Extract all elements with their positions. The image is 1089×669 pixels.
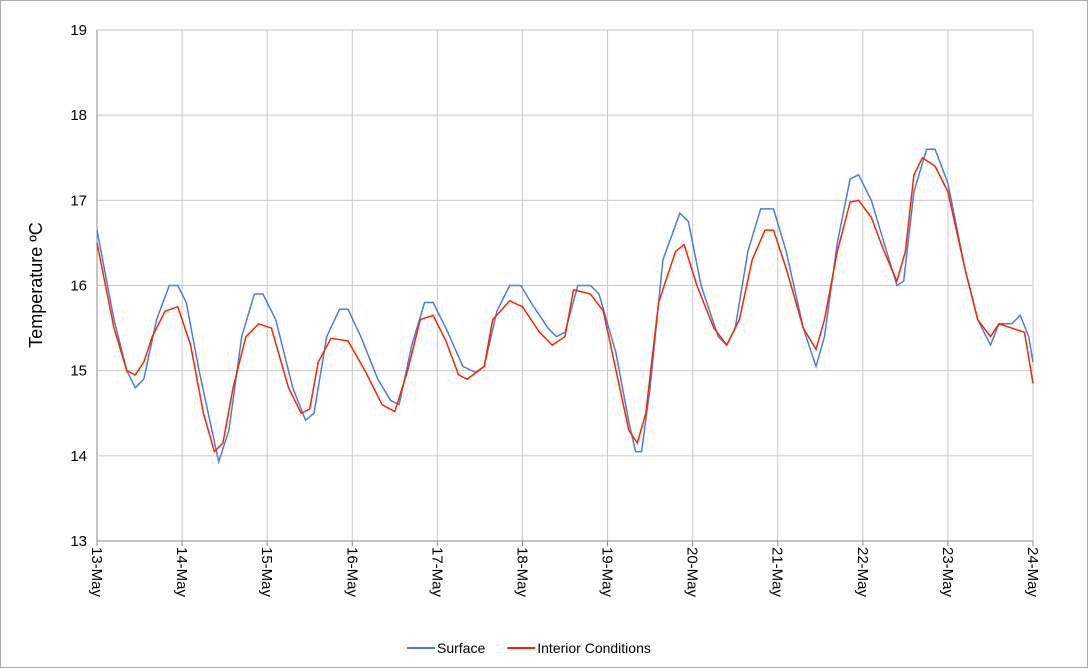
series-line bbox=[96, 156, 1034, 454]
y-tick-label: 19 bbox=[70, 22, 87, 39]
x-tick-label: 18-May bbox=[513, 547, 530, 598]
x-tick-label: 23-May bbox=[939, 547, 956, 598]
x-tick-label: 20-May bbox=[684, 547, 701, 598]
x-tick-label: 16-May bbox=[343, 547, 360, 598]
y-tick-label: 18 bbox=[70, 107, 87, 124]
y-tick-label: 15 bbox=[70, 363, 87, 380]
y-axis-label: Temperature ºC bbox=[26, 222, 46, 348]
x-tick-label: 14-May bbox=[173, 547, 190, 598]
x-tick-label: 19-May bbox=[599, 547, 616, 598]
x-tick-label: 15-May bbox=[258, 547, 275, 598]
x-tick-label: 13-May bbox=[88, 547, 105, 598]
x-tick-label: 24-May bbox=[1024, 547, 1041, 598]
x-tick-label: 22-May bbox=[854, 547, 871, 598]
y-tick-label: 13 bbox=[70, 533, 87, 550]
y-tick-label: 16 bbox=[70, 278, 87, 295]
series-line bbox=[96, 148, 1034, 465]
legend-label: Surface bbox=[437, 640, 485, 656]
legend-label: Interior Conditions bbox=[537, 640, 651, 656]
x-tick-label: 17-May bbox=[428, 547, 445, 598]
x-tick-label: 21-May bbox=[769, 547, 786, 598]
y-tick-label: 14 bbox=[70, 448, 87, 465]
y-tick-label: 17 bbox=[70, 192, 87, 209]
